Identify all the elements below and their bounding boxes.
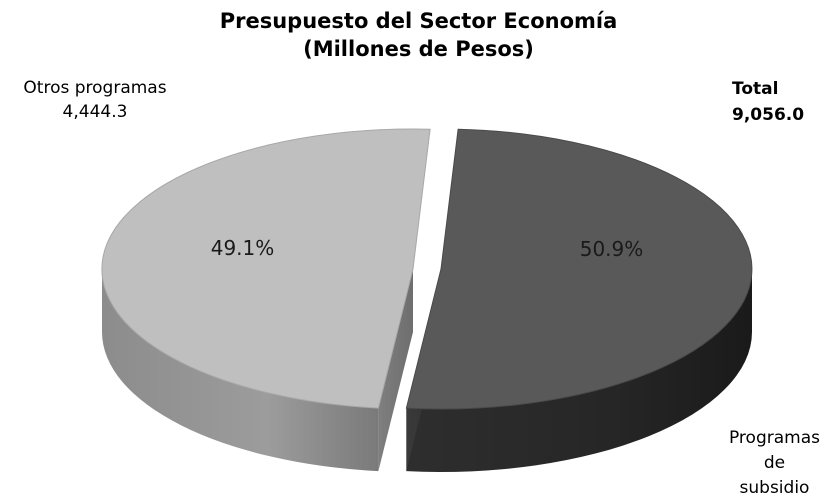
data-label-programas-de-subsidio: 50.9% (580, 237, 644, 261)
total-label: Total (732, 79, 779, 99)
total-value: 9,056.0 (732, 105, 805, 125)
slice-amount-otros-programas: 4,444.3 (62, 102, 128, 122)
slice-side-otros-programas (102, 269, 379, 472)
chart-subtitle: (Millones de Pesos) (303, 37, 534, 61)
slice-label-otros-programas: Otros programas 4,444.3 (0, 76, 190, 124)
slice-otros-programas (101, 128, 431, 409)
slice-name-otros-programas: Otros programas (23, 78, 167, 98)
chart-title: Presupuesto del Sector Economía (219, 9, 618, 33)
slice-name-line-1: Programas (728, 428, 820, 448)
slice-name-line-3: subsidio (739, 478, 810, 498)
total-block: Total 9,056.0 (732, 76, 804, 128)
slice-side-programas-de-subsidio (406, 269, 752, 473)
slice-label-programas-de-subsidio: Programas de subsidio (712, 426, 837, 500)
slice-cut-face-otros-programas (378, 269, 413, 472)
data-label-otros-programas: 49.1% (211, 236, 275, 260)
slice-programas-de-subsidio (405, 128, 753, 410)
slice-name-line-2: de (763, 453, 786, 473)
